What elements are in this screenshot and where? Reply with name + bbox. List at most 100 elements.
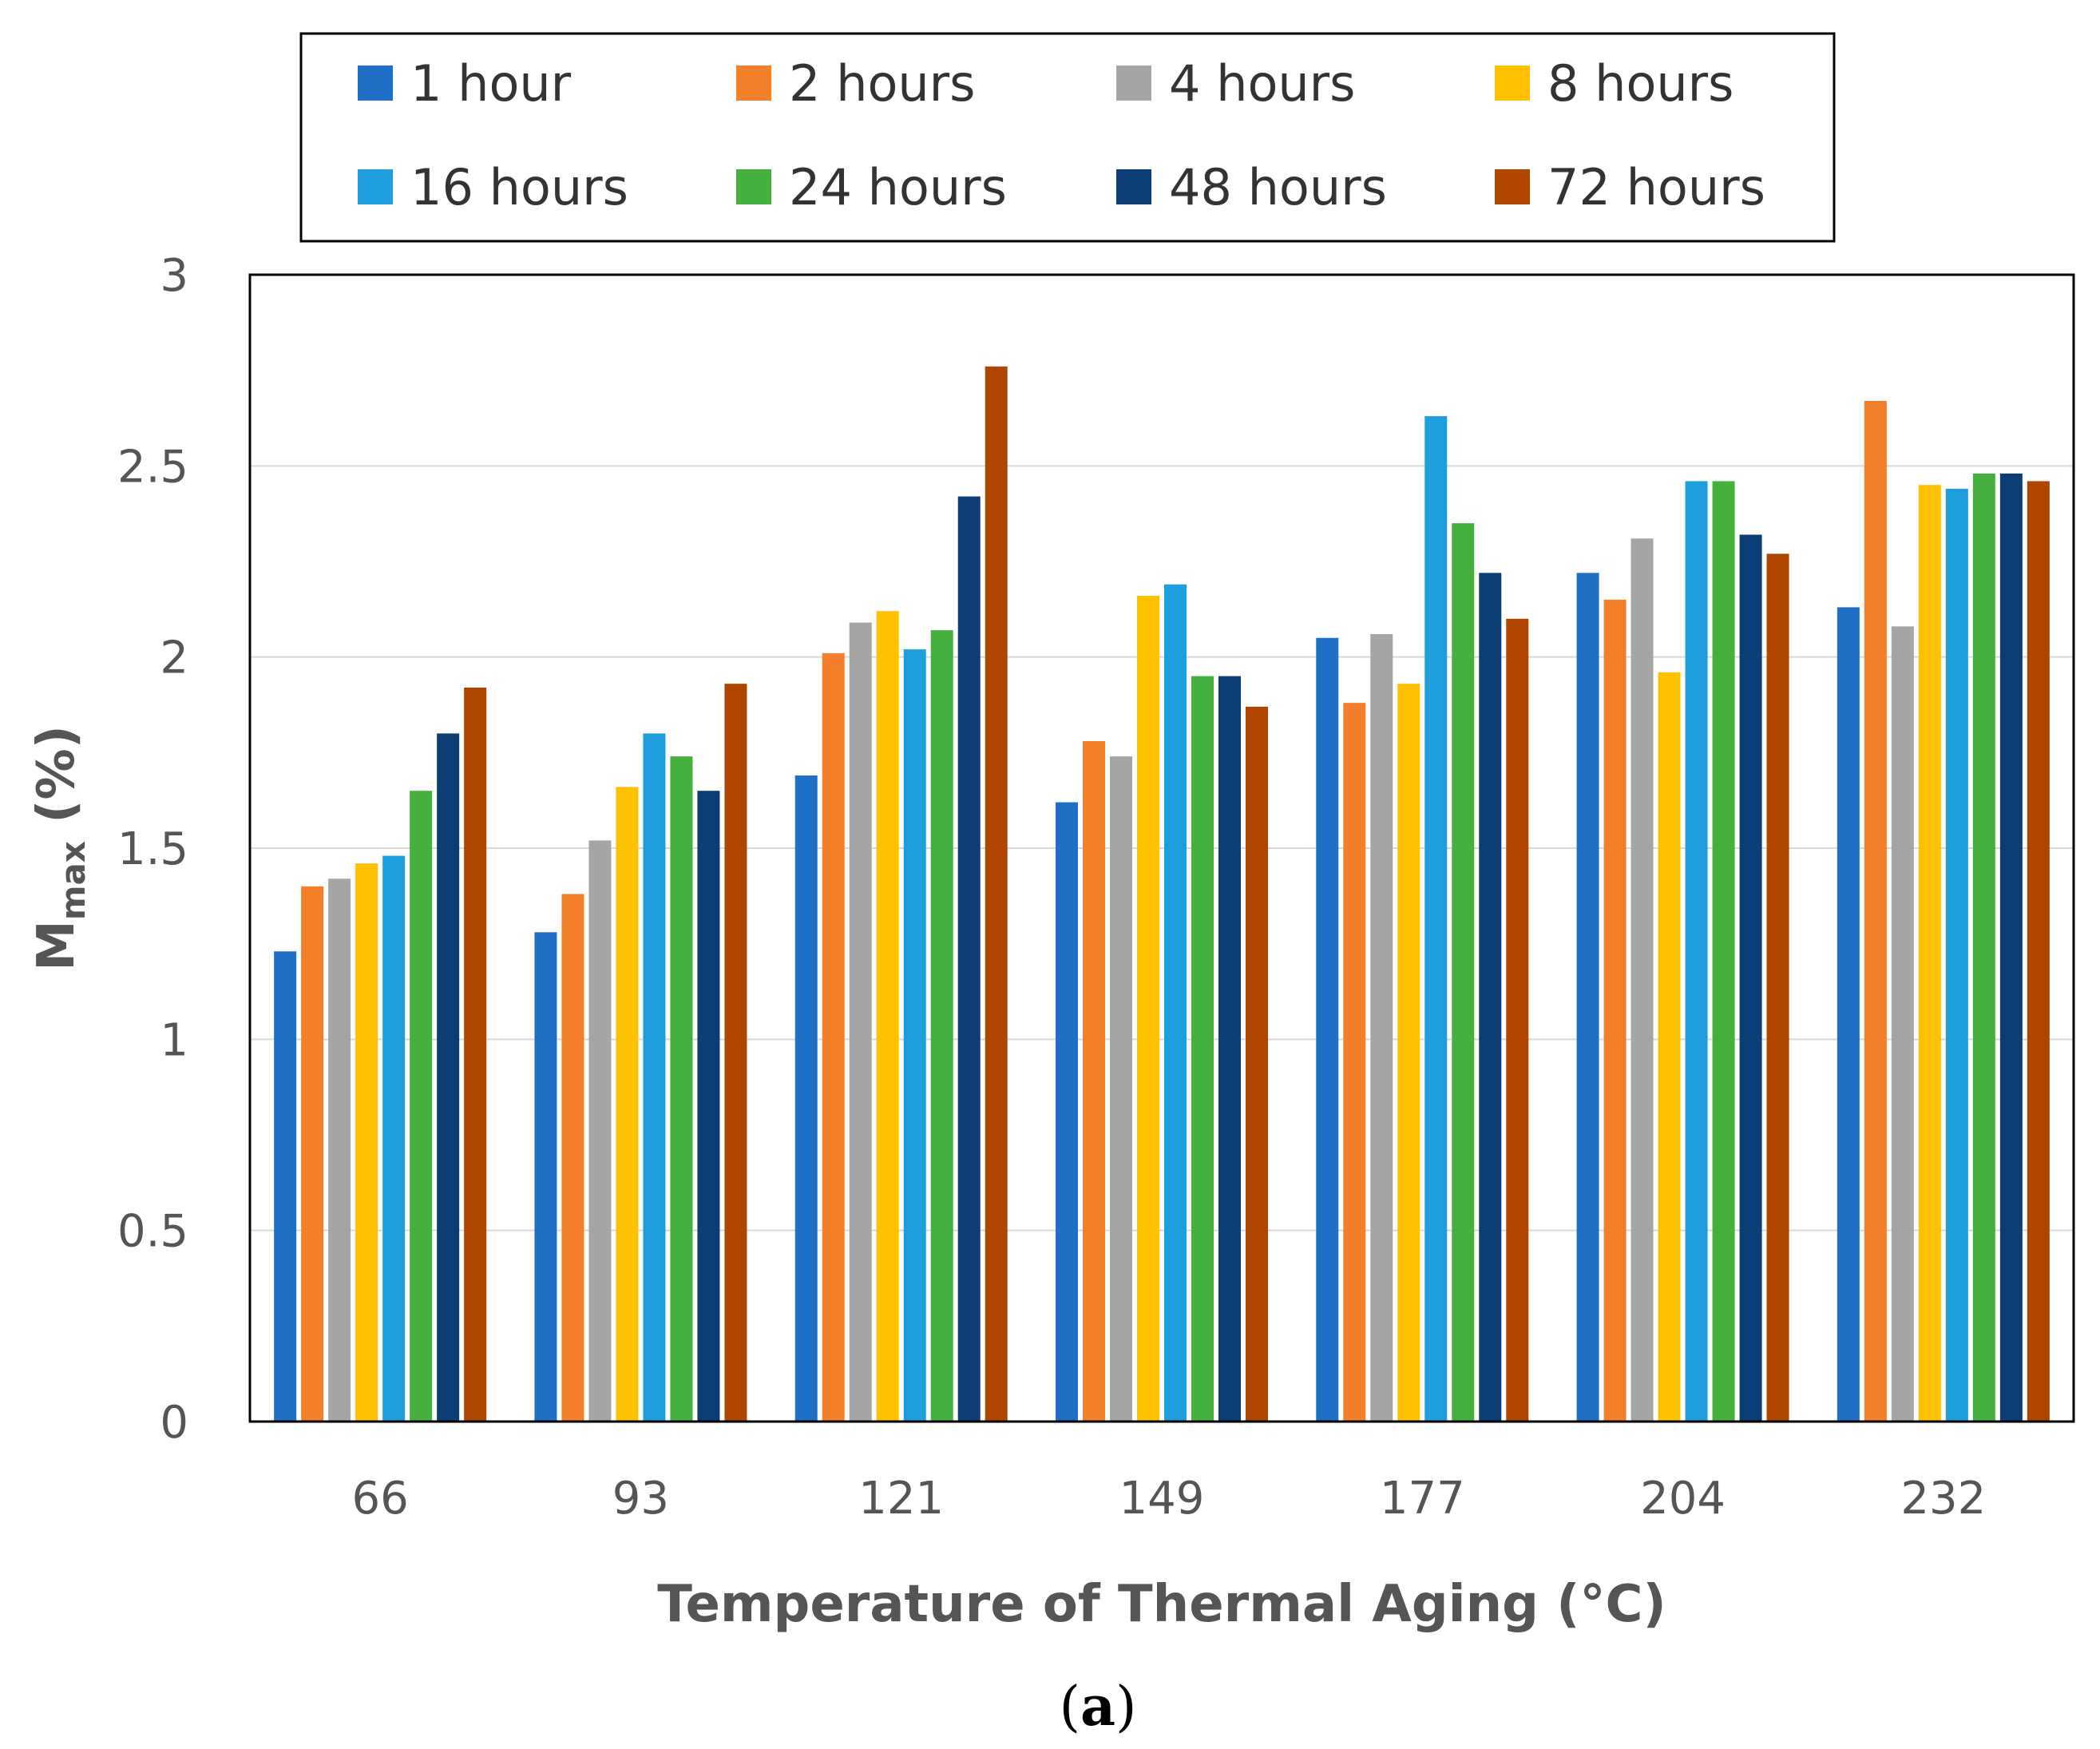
bar-149-8-hours [1137, 596, 1159, 1422]
bar-121-1-hour [794, 775, 818, 1422]
legend-swatch [1495, 169, 1530, 204]
bar-66-24-hours [410, 791, 433, 1422]
bar-204-4-hours [1630, 538, 1654, 1422]
bar-149-24-hours [1191, 676, 1214, 1422]
bar-204-48-hours [1739, 534, 1762, 1422]
y-axis-title: Mmax (%) [27, 725, 93, 971]
bar-204-16-hours [1685, 481, 1708, 1422]
bar-66-8-hours [355, 863, 378, 1422]
bar-66-72-hours [464, 687, 487, 1422]
x-tick-label: 66 [352, 1473, 409, 1525]
bar-93-24-hours [670, 756, 693, 1422]
legend-swatch [1495, 65, 1530, 101]
y-tick-label: 0.5 [117, 1206, 188, 1258]
bar-93-16-hours [643, 733, 666, 1422]
bar-121-2-hours [822, 652, 845, 1422]
bar-232-48-hours [1999, 473, 2023, 1422]
y-axis-ticks: 0 0.5 1 1.5 2 2.5 3 [117, 250, 188, 1449]
bar-121-4-hours [849, 622, 872, 1422]
bar-232-24-hours [1972, 473, 1995, 1422]
bar-232-72-hours [2027, 481, 2050, 1422]
y-axis-title-subscript: max [53, 841, 93, 920]
y-tick-label: 0 [160, 1397, 188, 1449]
bar-204-1-hour [1576, 573, 1599, 1422]
y-axis-title-main: M [27, 920, 86, 971]
bar-177-4-hours [1370, 633, 1393, 1422]
legend-label: 16 hours [410, 158, 628, 216]
bar-204-8-hours [1658, 672, 1681, 1422]
caption-open-paren: ( [1059, 1676, 1080, 1739]
bar-232-8-hours [1918, 485, 1941, 1422]
bar-204-24-hours [1712, 481, 1735, 1422]
bar-121-24-hours [930, 630, 953, 1422]
bar-232-1-hour [1837, 607, 1860, 1422]
legend-swatch [358, 169, 393, 204]
bar-177-1-hour [1316, 637, 1339, 1422]
legend: 1 hour 2 hours 4 hours 8 hours 16 hours 24 ho… [299, 32, 1836, 243]
legend-label: 24 hours [789, 158, 1007, 216]
bar-121-72-hours [985, 366, 1008, 1422]
bar-93-48-hours [697, 791, 720, 1422]
x-tick-label: 232 [1900, 1473, 1986, 1525]
y-axis-title-suffix: (%) [27, 725, 86, 841]
y-tick-label: 2 [160, 633, 188, 684]
caption-close-paren: ) [1115, 1676, 1137, 1739]
legend-label: 48 hours [1169, 158, 1387, 216]
caption-letter: a [1080, 1675, 1115, 1739]
bar-93-1-hour [534, 932, 557, 1422]
legend-swatch [1116, 65, 1151, 101]
legend-swatch [736, 65, 771, 101]
bar-177-48-hours [1479, 573, 1502, 1422]
bar-93-2-hours [561, 894, 584, 1422]
bar-149-4-hours [1110, 756, 1132, 1422]
y-tick-label: 2.5 [117, 441, 188, 493]
x-tick-label: 149 [1119, 1473, 1205, 1525]
bar-66-1-hour [274, 951, 297, 1422]
legend-box [299, 32, 1836, 243]
bar-177-8-hours [1397, 684, 1420, 1422]
bar-66-16-hours [382, 855, 406, 1422]
bar-66-4-hours [328, 878, 351, 1422]
legend-label: 2 hours [789, 54, 975, 113]
bar-93-4-hours [588, 840, 612, 1422]
legend-label: 8 hours [1547, 54, 1733, 113]
bar-93-8-hours [616, 787, 639, 1422]
bar-149-2-hours [1083, 740, 1105, 1422]
y-tick-label: 1 [160, 1014, 188, 1066]
bar-177-72-hours [1506, 618, 1529, 1422]
legend-swatch [736, 169, 771, 204]
legend-label: 4 hours [1169, 54, 1355, 113]
y-tick-label: 1.5 [117, 823, 188, 875]
bar-204-2-hours [1603, 599, 1627, 1422]
bar-149-16-hours [1164, 584, 1187, 1422]
bars [274, 366, 2050, 1422]
bar-177-2-hours [1343, 703, 1366, 1422]
bar-177-16-hours [1424, 416, 1448, 1422]
plot-frame [248, 273, 2075, 1423]
x-tick-label: 177 [1380, 1473, 1465, 1525]
bar-93-72-hours [724, 684, 747, 1422]
legend-label: 72 hours [1547, 158, 1765, 216]
bar-149-72-hours [1246, 706, 1268, 1422]
legend-swatch [1116, 169, 1151, 204]
bar-204-72-hours [1766, 553, 1789, 1422]
bar-232-2-hours [1864, 400, 1887, 1422]
y-tick-label: 3 [160, 250, 188, 302]
x-axis-title: Temperature of Thermal Aging (°C) [657, 1575, 1666, 1634]
bar-232-16-hours [1945, 489, 1968, 1422]
x-axis-ticks: 66 93 121 149 177 204 232 [352, 1473, 1987, 1525]
bar-149-1-hour [1056, 802, 1078, 1422]
bar-121-16-hours [903, 649, 926, 1422]
x-tick-label: 204 [1640, 1473, 1726, 1525]
bar-66-48-hours [437, 733, 460, 1422]
x-tick-label: 93 [612, 1473, 669, 1525]
bar-66-2-hours [301, 886, 324, 1422]
legend-label: 1 hour [410, 54, 572, 113]
bar-177-24-hours [1452, 523, 1475, 1422]
bar-121-8-hours [876, 611, 899, 1422]
x-tick-label: 121 [858, 1473, 944, 1525]
figure-caption: (a) [1059, 1675, 1136, 1739]
legend-swatch [358, 65, 393, 101]
bar-232-4-hours [1891, 626, 1914, 1422]
